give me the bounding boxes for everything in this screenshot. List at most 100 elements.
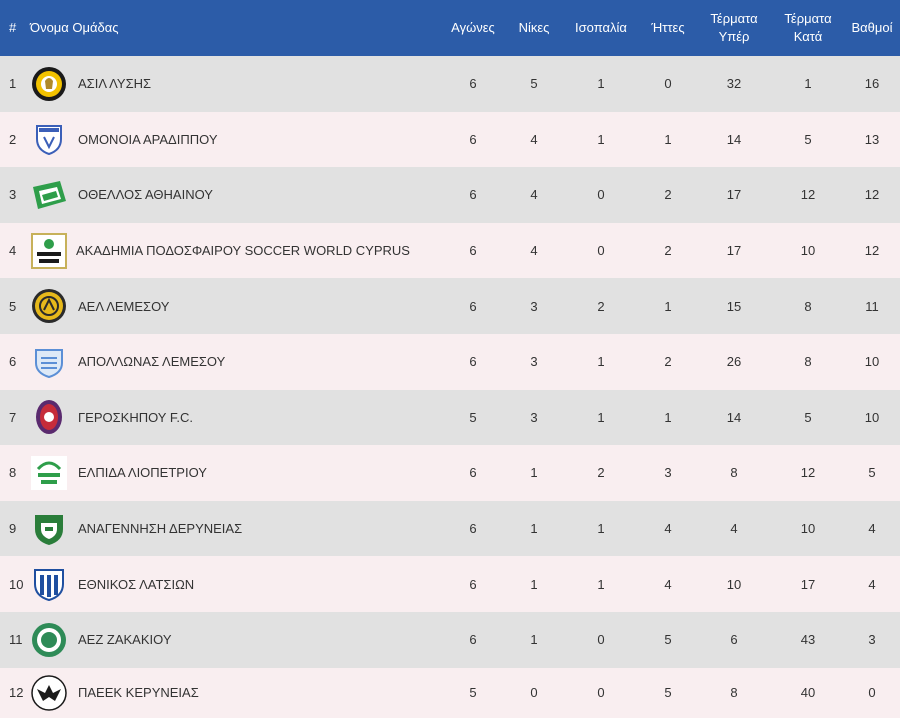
team-info[interactable]: ΑΕΖ ΖΑΚΑΚΙΟΥ bbox=[30, 621, 438, 659]
table-row[interactable]: 12 ΠΑΕΕΚ ΚΕΡΥΝΕΙΑΣ 5 0 0 5 8 40 0 bbox=[0, 667, 900, 718]
team-name[interactable]: ΑΝΑΓΕΝΝΗΣΗ ΔΕΡΥΝΕΙΑΣ bbox=[78, 521, 243, 537]
points-cell: 10 bbox=[864, 409, 880, 425]
table-row[interactable]: 2 ΟΜΟΝΟΙΑ ΑΡΑΔΙΠΠΟΥ 6 4 1 1 14 5 13 bbox=[0, 111, 900, 168]
header-played: Αγώνες bbox=[451, 20, 495, 35]
team-cell[interactable]: ΑΣΙΛ ΛΥΣΗΣ bbox=[30, 56, 440, 112]
played-cell: 6 bbox=[469, 298, 477, 314]
wins-cell: 1 bbox=[530, 576, 538, 592]
goals-for-cell: 15 bbox=[726, 298, 742, 314]
team-info[interactable]: ΑΕΛ ΛΕΜΕΣΟΥ bbox=[30, 287, 438, 325]
team-name[interactable]: ΕΘΝΙΚΟΣ ΛΑΤΣΙΩΝ bbox=[78, 576, 195, 592]
losses-cell: 1 bbox=[664, 409, 672, 425]
table-row[interactable]: 6 ΑΠΟΛΛΩΝΑΣ ΛΕΜΕΣΟΥ 6 3 1 2 26 8 10 bbox=[0, 333, 900, 390]
goals-against-cell: 12 bbox=[800, 187, 816, 203]
team-cell[interactable]: ΑΕΖ ΖΑΚΑΚΙΟΥ bbox=[30, 612, 440, 668]
team-cell[interactable]: ΑΠΟΛΛΩΝΑΣ ΛΕΜΕΣΟΥ bbox=[30, 334, 440, 390]
rank-cell: 3 bbox=[9, 187, 17, 203]
header-rank: # bbox=[9, 20, 17, 35]
team-name[interactable]: ΑΣΙΛ ΛΥΣΗΣ bbox=[78, 76, 152, 92]
table-row[interactable]: 1 ΑΣΙΛ ΛΥΣΗΣ 6 5 1 0 32 1 16 bbox=[0, 56, 900, 112]
team-name[interactable]: ΑΕΖ ΖΑΚΑΚΙΟΥ bbox=[78, 632, 172, 648]
table-row[interactable]: 8 ΕΛΠΙΔΑ ΛΙΟΠΕΤΡΙΟΥ 6 1 2 3 8 12 5 bbox=[0, 445, 900, 501]
team-name[interactable]: ΟΘΕΛΛΟΣ ΑΘΗΑΙΝΟΥ bbox=[78, 187, 213, 203]
team-name[interactable]: ΕΛΠΙΔΑ ΛΙΟΠΕΤΡΙΟΥ bbox=[78, 465, 207, 481]
draws-cell: 0 bbox=[597, 243, 605, 259]
team-name[interactable]: ΠΑΕΕΚ ΚΕΡΥΝΕΙΑΣ bbox=[78, 685, 199, 701]
played-cell: 6 bbox=[469, 76, 477, 92]
table-header-row: # Όνομα Ομάδας Αγώνες Νίκες Ισοπαλία Ήττ… bbox=[0, 0, 900, 56]
team-cell[interactable]: ΑΕΛ ΛΕΜΕΣΟΥ bbox=[30, 278, 440, 334]
points-cell: 4 bbox=[868, 576, 876, 592]
team-name[interactable]: ΟΜΟΝΟΙΑ ΑΡΑΔΙΠΠΟΥ bbox=[78, 131, 218, 147]
points-cell: 5 bbox=[868, 465, 876, 481]
played-cell: 6 bbox=[469, 243, 477, 259]
goals-against-cell: 8 bbox=[804, 354, 812, 370]
goals-for-cell: 32 bbox=[726, 76, 742, 92]
rank-cell: 10 bbox=[9, 576, 24, 592]
draws-cell: 0 bbox=[597, 187, 605, 203]
goals-against-cell: 12 bbox=[800, 465, 816, 481]
team-info[interactable]: ΕΛΠΙΔΑ ΛΙΟΠΕΤΡΙΟΥ bbox=[30, 454, 438, 492]
wins-cell: 4 bbox=[530, 187, 538, 203]
table-row[interactable]: 4 ΑΚΑΔΗΜΙΑ ΠΟΔΟΣΦΑΙΡΟΥ SOCCER WORLD CYPRU… bbox=[0, 222, 900, 279]
rank-cell: 8 bbox=[9, 465, 17, 481]
header-goals-against-line2: Κατά bbox=[793, 29, 823, 44]
played-cell: 5 bbox=[469, 409, 477, 425]
table-row[interactable]: 11 ΑΕΖ ΖΑΚΑΚΙΟΥ 6 1 0 5 6 43 3 bbox=[0, 611, 900, 668]
team-info[interactable]: ΑΚΑΔΗΜΙΑ ΠΟΔΟΣΦΑΙΡΟΥ SOCCER WORLD CYPRUS bbox=[30, 232, 438, 270]
losses-cell: 2 bbox=[664, 354, 672, 370]
team-cell[interactable]: ΠΑΕΕΚ ΚΕΡΥΝΕΙΑΣ bbox=[30, 668, 440, 718]
rank-cell: 7 bbox=[9, 409, 17, 425]
draws-cell: 1 bbox=[597, 76, 605, 92]
geroskipou-logo-icon bbox=[30, 398, 68, 436]
draws-cell: 1 bbox=[597, 576, 605, 592]
losses-cell: 1 bbox=[664, 298, 672, 314]
team-info[interactable]: ΑΝΑΓΕΝΝΗΣΗ ΔΕΡΥΝΕΙΑΣ bbox=[30, 510, 438, 548]
team-info[interactable]: ΟΜΟΝΟΙΑ ΑΡΑΔΙΠΠΟΥ bbox=[30, 120, 438, 158]
anagennisi-deryneias-logo-icon bbox=[30, 510, 68, 548]
table-row[interactable]: 7 ΓΕΡΟΣΚΗΠΟΥ F.C. 5 3 1 1 14 5 10 bbox=[0, 389, 900, 446]
goals-against-cell: 43 bbox=[800, 632, 816, 648]
goals-against-cell: 10 bbox=[800, 243, 816, 259]
table-row[interactable]: 10 ΕΘΝΙΚΟΣ ΛΑΤΣΙΩΝ 6 1 1 4 10 17 4 bbox=[0, 556, 900, 612]
wins-cell: 3 bbox=[530, 409, 538, 425]
table-row[interactable]: 5 ΑΕΛ ΛΕΜΕΣΟΥ 6 3 2 1 15 8 11 bbox=[0, 278, 900, 334]
team-name[interactable]: ΑΠΟΛΛΩΝΑΣ ΛΕΜΕΣΟΥ bbox=[78, 354, 226, 370]
team-info[interactable]: ΑΠΟΛΛΩΝΑΣ ΛΕΜΕΣΟΥ bbox=[30, 343, 438, 381]
draws-cell: 2 bbox=[597, 465, 605, 481]
wins-cell: 1 bbox=[530, 465, 538, 481]
team-info[interactable]: ΑΣΙΛ ΛΥΣΗΣ bbox=[30, 65, 438, 103]
team-info[interactable]: ΠΑΕΕΚ ΚΕΡΥΝΕΙΑΣ bbox=[30, 674, 438, 712]
wins-cell: 3 bbox=[530, 298, 538, 314]
team-info[interactable]: ΟΘΕΛΛΟΣ ΑΘΗΑΙΝΟΥ bbox=[30, 176, 438, 214]
team-name[interactable]: ΑΚΑΔΗΜΙΑ ΠΟΔΟΣΦΑΙΡΟΥ SOCCER WORLD CYPRUS bbox=[76, 243, 410, 259]
team-info[interactable]: ΕΘΝΙΚΟΣ ΛΑΤΣΙΩΝ bbox=[30, 565, 438, 603]
team-cell[interactable]: ΟΘΕΛΛΟΣ ΑΘΗΑΙΝΟΥ bbox=[30, 167, 440, 223]
draws-cell: 1 bbox=[597, 354, 605, 370]
team-cell[interactable]: ΑΝΑΓΕΝΝΗΣΗ ΔΕΡΥΝΕΙΑΣ bbox=[30, 501, 440, 557]
losses-cell: 3 bbox=[664, 465, 672, 481]
table-row[interactable]: 3 ΟΘΕΛΛΟΣ ΑΘΗΑΙΝΟΥ 6 4 0 2 17 12 12 bbox=[0, 167, 900, 223]
goals-for-cell: 8 bbox=[730, 465, 738, 481]
paeek-kyreneia-logo-icon bbox=[30, 674, 68, 712]
team-cell[interactable]: ΕΘΝΙΚΟΣ ΛΑΤΣΙΩΝ bbox=[30, 556, 440, 612]
table-row[interactable]: 9 ΑΝΑΓΕΝΝΗΣΗ ΔΕΡΥΝΕΙΑΣ 6 1 1 4 4 10 4 bbox=[0, 500, 900, 557]
team-info[interactable]: ΓΕΡΟΣΚΗΠΟΥ F.C. bbox=[30, 398, 438, 436]
apollon-limassol-logo-icon bbox=[30, 343, 68, 381]
goals-against-cell: 5 bbox=[804, 409, 812, 425]
team-cell[interactable]: ΕΛΠΙΔΑ ΛΙΟΠΕΤΡΙΟΥ bbox=[30, 445, 440, 501]
points-cell: 13 bbox=[864, 131, 880, 147]
team-cell[interactable]: ΟΜΟΝΟΙΑ ΑΡΑΔΙΠΠΟΥ bbox=[30, 112, 440, 168]
team-name[interactable]: ΑΕΛ ΛΕΜΕΣΟΥ bbox=[78, 298, 170, 314]
team-name[interactable]: ΓΕΡΟΣΚΗΠΟΥ F.C. bbox=[78, 409, 193, 425]
header-losses: Ήττες bbox=[651, 20, 685, 35]
team-cell[interactable]: ΑΚΑΔΗΜΙΑ ΠΟΔΟΣΦΑΙΡΟΥ SOCCER WORLD CYPRUS bbox=[30, 223, 440, 279]
standings-body: 1 ΑΣΙΛ ΛΥΣΗΣ 6 5 1 0 32 1 16 2 ΟΜΟΝΟΙΑ ΑΡΑΔΙΠΠΟΥ 6 4… bbox=[0, 56, 900, 718]
rank-cell: 11 bbox=[9, 632, 23, 648]
losses-cell: 2 bbox=[664, 243, 672, 259]
soccer-world-logo-icon bbox=[30, 232, 68, 270]
points-cell: 16 bbox=[864, 76, 880, 92]
header-goals-for-line1: Τέρματα bbox=[710, 11, 758, 26]
team-cell[interactable]: ΓΕΡΟΣΚΗΠΟΥ F.C. bbox=[30, 390, 440, 446]
